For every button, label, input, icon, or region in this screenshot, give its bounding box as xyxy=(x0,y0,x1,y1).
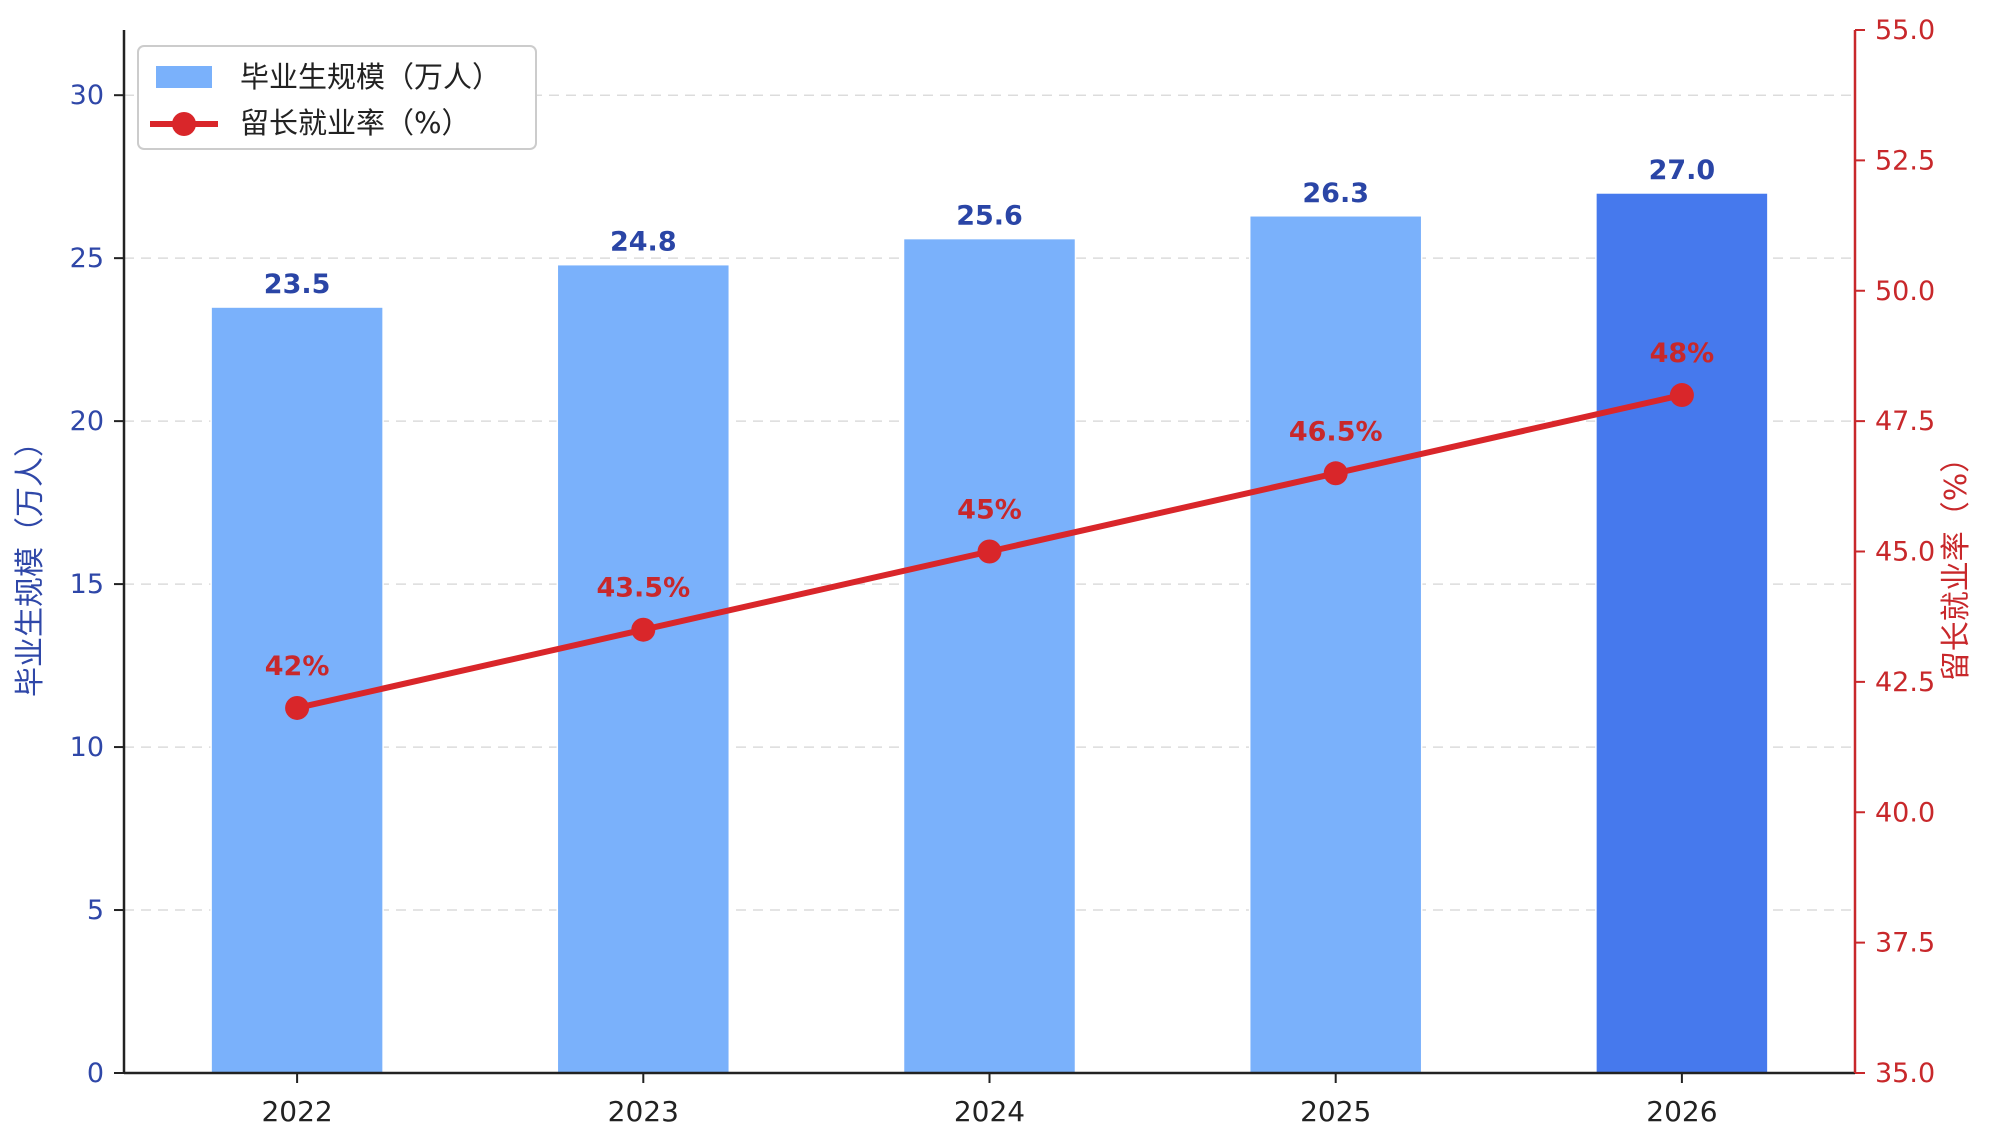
line-value-label: 48% xyxy=(1650,338,1715,369)
left-axis-ticks: 0 5 10 15 20 25 30 xyxy=(70,80,124,1089)
line-value-label: 46.5% xyxy=(1289,416,1383,447)
legend-bar-label: 毕业生规模（万人） xyxy=(240,60,501,94)
legend-line-marker xyxy=(172,112,196,136)
right-tick-label: 42.5 xyxy=(1875,667,1935,698)
line-value-labels: 42% 43.5% 45% 46.5% 48% xyxy=(265,338,1714,682)
legend: 毕业生规模（万人） 留长就业率（%） xyxy=(137,45,537,150)
right-axis-title: 留长就业率（%） xyxy=(1939,443,1974,682)
bar xyxy=(210,306,384,1074)
legend-bar-swatch xyxy=(156,66,212,88)
right-tick-label: 52.5 xyxy=(1875,145,1935,176)
bar-value-label: 27.0 xyxy=(1649,155,1716,186)
right-tick-label: 55.0 xyxy=(1875,15,1935,46)
line-value-label: 45% xyxy=(957,495,1022,526)
x-tick-label: 2026 xyxy=(1646,1095,1717,1128)
line-point xyxy=(631,617,656,642)
right-tick-label: 45.0 xyxy=(1875,537,1935,568)
left-tick-label: 25 xyxy=(70,243,104,274)
bar-value-label: 24.8 xyxy=(610,227,677,258)
right-tick-label: 35.0 xyxy=(1875,1058,1935,1089)
bar xyxy=(1248,215,1423,1074)
right-tick-label: 47.5 xyxy=(1875,406,1935,437)
left-tick-label: 20 xyxy=(70,406,104,437)
x-tick-label: 2023 xyxy=(608,1095,679,1128)
bar xyxy=(556,263,731,1074)
left-axis-title: 毕业生规模（万人） xyxy=(13,427,48,697)
x-tick-label: 2024 xyxy=(954,1095,1025,1128)
bar-value-label: 23.5 xyxy=(264,269,331,300)
x-tick-label: 2025 xyxy=(1300,1095,1371,1128)
left-tick-label: 10 xyxy=(70,732,104,763)
right-tick-label: 40.0 xyxy=(1875,797,1935,828)
left-tick-label: 30 xyxy=(70,80,104,111)
line-point xyxy=(285,695,310,720)
bar-value-label: 26.3 xyxy=(1302,178,1369,209)
left-tick-label: 15 xyxy=(70,569,104,600)
bar xyxy=(902,237,1077,1074)
bar-series xyxy=(210,192,1769,1074)
right-tick-label: 50.0 xyxy=(1875,276,1935,307)
line-value-label: 43.5% xyxy=(596,573,690,604)
line-value-label: 42% xyxy=(265,651,330,682)
x-tick-label: 2022 xyxy=(261,1095,332,1128)
line-point xyxy=(1323,461,1348,486)
legend-box xyxy=(137,45,537,150)
line-point xyxy=(1669,383,1694,408)
right-axis-ticks: 35.0 37.5 40.0 42.5 45.0 47.5 50.0 52.5 55.0 xyxy=(1855,15,1935,1089)
x-axis-ticks: 2022 2023 2024 2025 2026 xyxy=(261,1073,1718,1128)
bar-value-label: 25.6 xyxy=(956,201,1023,232)
left-tick-label: 5 xyxy=(87,895,104,926)
bar-value-labels: 23.5 24.8 25.6 26.3 27.0 xyxy=(264,155,1715,300)
line-series xyxy=(285,383,1694,720)
bar xyxy=(1595,192,1769,1074)
right-tick-label: 37.5 xyxy=(1875,928,1935,959)
line-point xyxy=(977,539,1002,564)
left-tick-label: 0 xyxy=(87,1058,104,1089)
legend-line-label: 留长就业率（%） xyxy=(240,106,471,140)
